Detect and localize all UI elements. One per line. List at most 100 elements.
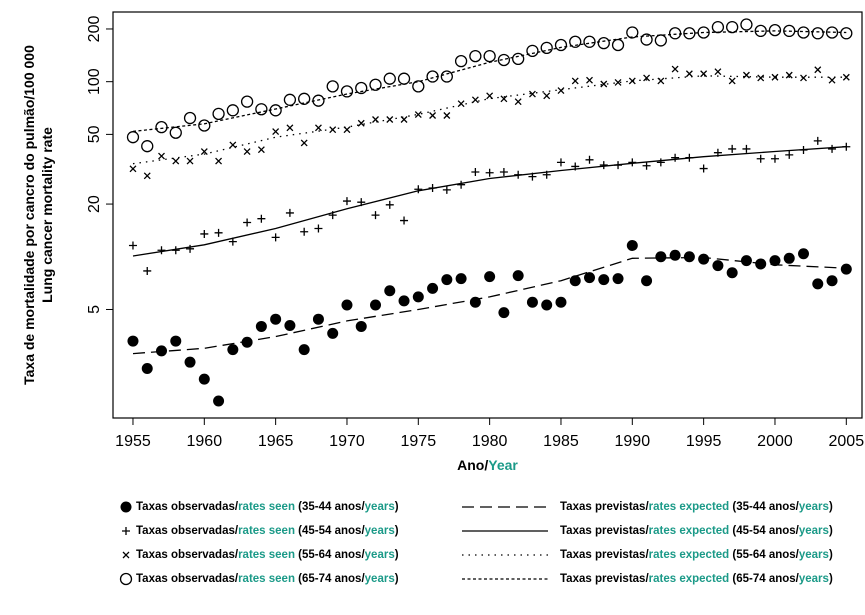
marker bbox=[141, 140, 154, 153]
marker bbox=[785, 150, 794, 159]
marker bbox=[283, 93, 297, 106]
marker bbox=[669, 249, 681, 261]
plot-frame bbox=[112, 11, 863, 419]
label-part: years bbox=[365, 549, 395, 561]
marker bbox=[800, 74, 807, 82]
marker bbox=[255, 103, 268, 116]
legend-label: Taxas previstas/rates expected (45-54 an… bbox=[560, 525, 833, 537]
marker bbox=[469, 49, 482, 63]
marker bbox=[198, 373, 210, 385]
marker bbox=[499, 167, 508, 176]
marker bbox=[569, 35, 582, 48]
marker bbox=[812, 278, 824, 290]
marker bbox=[498, 307, 510, 319]
marker bbox=[270, 313, 282, 325]
marker bbox=[243, 218, 252, 227]
marker bbox=[383, 72, 396, 85]
marker bbox=[840, 27, 853, 40]
legend-label: Taxas observadas/rates seen (35-44 anos/… bbox=[136, 501, 399, 513]
marker bbox=[440, 70, 453, 83]
marker bbox=[226, 104, 239, 117]
marker bbox=[157, 246, 166, 255]
marker bbox=[783, 252, 795, 264]
marker bbox=[641, 275, 653, 287]
marker bbox=[257, 146, 265, 154]
marker bbox=[785, 71, 793, 79]
marker bbox=[798, 248, 810, 260]
marker bbox=[740, 255, 752, 267]
line bbox=[132, 30, 847, 133]
marker bbox=[698, 253, 710, 265]
label-part: ) bbox=[395, 501, 399, 513]
marker bbox=[484, 271, 496, 283]
y-tick-label: 20 bbox=[86, 195, 103, 213]
marker bbox=[457, 100, 465, 108]
marker bbox=[768, 23, 782, 37]
marker bbox=[512, 52, 525, 66]
marker bbox=[642, 161, 651, 170]
x-tick-label: 1960 bbox=[187, 433, 223, 450]
marker bbox=[255, 320, 267, 332]
label-part: (65-74 anos/ bbox=[295, 573, 365, 585]
label-part: ) bbox=[395, 573, 399, 585]
marker bbox=[726, 20, 739, 34]
marker bbox=[700, 70, 708, 78]
marker bbox=[655, 251, 667, 263]
label-part: Taxas observadas/ bbox=[136, 573, 239, 585]
marker bbox=[671, 153, 680, 162]
label-part: Taxas observadas/ bbox=[136, 549, 239, 561]
marker bbox=[554, 38, 568, 52]
marker bbox=[557, 87, 565, 94]
marker bbox=[298, 92, 311, 105]
label-part: Year bbox=[488, 457, 518, 473]
marker bbox=[200, 229, 209, 238]
legend-label: Taxas observadas/rates seen (45-54 anos/… bbox=[136, 525, 399, 537]
label-part: rates seen bbox=[238, 573, 295, 585]
legend-marker bbox=[119, 572, 133, 586]
marker bbox=[668, 27, 682, 40]
marker bbox=[172, 157, 180, 165]
marker bbox=[286, 124, 294, 132]
marker bbox=[500, 95, 508, 103]
label-part: Ano/ bbox=[457, 457, 488, 473]
marker bbox=[215, 157, 223, 165]
marker bbox=[471, 96, 479, 104]
marker bbox=[541, 299, 553, 311]
marker bbox=[771, 73, 779, 81]
line bbox=[132, 146, 847, 257]
marker bbox=[342, 197, 351, 206]
label-part: rates expected bbox=[649, 525, 730, 537]
marker bbox=[397, 72, 411, 85]
marker bbox=[714, 68, 722, 76]
marker bbox=[228, 237, 237, 246]
label-part: rates seen bbox=[238, 501, 295, 513]
marker bbox=[443, 112, 451, 119]
marker bbox=[412, 80, 425, 93]
marker bbox=[412, 291, 424, 303]
label-part: (65-74 anos/ bbox=[729, 573, 799, 585]
marker bbox=[485, 168, 494, 177]
marker bbox=[742, 144, 751, 153]
marker bbox=[683, 251, 695, 263]
marker bbox=[241, 336, 253, 348]
label-part: (45-54 anos/ bbox=[729, 525, 799, 537]
marker bbox=[656, 158, 665, 167]
marker bbox=[326, 80, 339, 93]
legend-marker bbox=[122, 527, 130, 535]
marker bbox=[441, 274, 453, 286]
marker bbox=[555, 296, 567, 308]
marker bbox=[583, 35, 596, 48]
marker bbox=[214, 228, 223, 237]
label-part: rates seen bbox=[238, 525, 295, 537]
x-tick-label: 1980 bbox=[472, 433, 508, 450]
marker bbox=[198, 119, 211, 132]
marker bbox=[369, 78, 382, 91]
x-tick-label: 1975 bbox=[401, 433, 437, 450]
marker bbox=[400, 216, 409, 225]
marker bbox=[643, 74, 651, 82]
marker bbox=[257, 214, 266, 223]
marker bbox=[483, 49, 496, 63]
marker bbox=[284, 320, 296, 332]
marker bbox=[754, 24, 767, 38]
